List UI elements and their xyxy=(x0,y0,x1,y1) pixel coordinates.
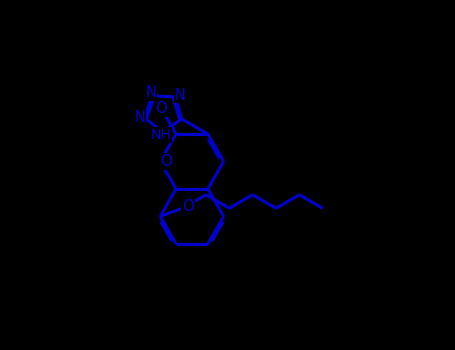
Text: NH: NH xyxy=(151,128,172,142)
Text: N: N xyxy=(134,110,145,125)
Text: N: N xyxy=(175,88,186,103)
Text: O: O xyxy=(182,198,194,214)
Text: O: O xyxy=(156,101,167,116)
Text: O: O xyxy=(160,154,172,169)
Text: N: N xyxy=(145,85,156,100)
